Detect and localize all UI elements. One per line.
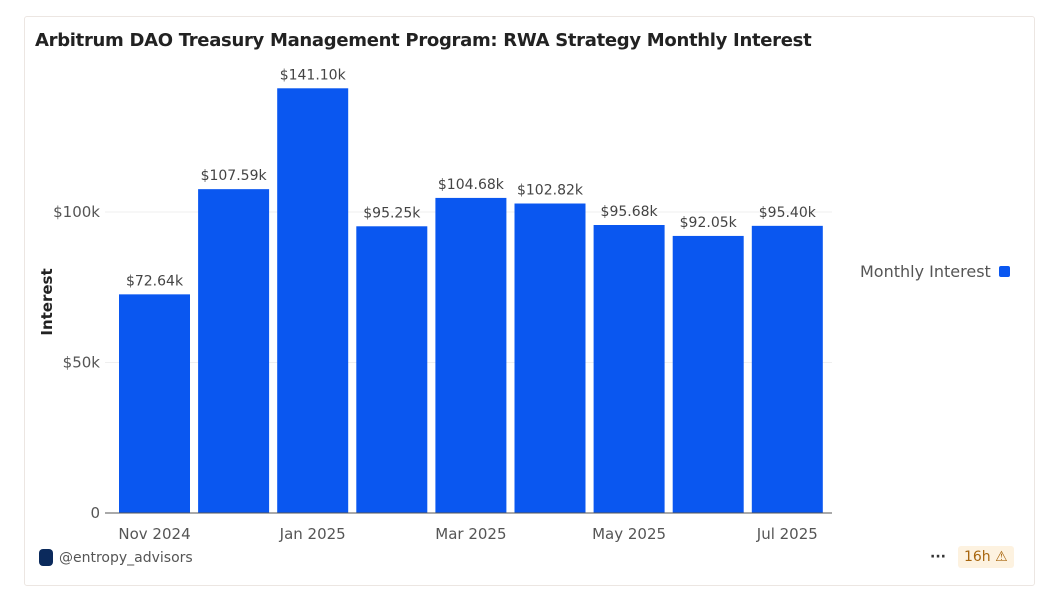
- data-label: $107.59k: [201, 168, 268, 184]
- legend[interactable]: Monthly Interest: [860, 262, 1010, 281]
- freshness-badge[interactable]: 16h ⚠: [957, 546, 1014, 568]
- bar-may-2025[interactable]: [593, 225, 665, 513]
- author[interactable]: @entropy_advisors: [39, 549, 193, 566]
- y-axis-label: Interest: [38, 268, 56, 335]
- legend-swatch: [998, 266, 1010, 277]
- bar-nov-2024[interactable]: [119, 294, 190, 513]
- y-tick-label: $100k: [53, 203, 100, 221]
- data-label: $95.68k: [601, 204, 659, 220]
- data-label: $72.64k: [126, 273, 184, 289]
- bar-jun-2025[interactable]: [672, 235, 744, 513]
- avatar: [39, 549, 53, 566]
- data-label: $141.10k: [280, 67, 347, 83]
- bar-dec-2024[interactable]: [198, 189, 270, 513]
- x-tick-label: Jan 2025: [279, 525, 346, 543]
- chart-title: Arbitrum DAO Treasury Management Program…: [35, 30, 812, 51]
- bar-apr-2025[interactable]: [514, 203, 586, 514]
- bar-feb-2025[interactable]: [356, 226, 428, 514]
- data-label: $92.05k: [680, 215, 738, 231]
- bar-jul-2025[interactable]: [751, 225, 823, 513]
- bar-mar-2025[interactable]: [435, 197, 507, 513]
- y-tick-label: 0: [90, 504, 100, 522]
- data-label: $104.68k: [438, 177, 505, 193]
- x-tick-label: Mar 2025: [435, 525, 506, 543]
- data-label: $102.82k: [517, 183, 584, 199]
- legend-label: Monthly Interest: [860, 262, 991, 281]
- age-text: 16h: [963, 549, 991, 565]
- x-tick-label: Jul 2025: [756, 525, 818, 543]
- data-label: $95.25k: [363, 205, 421, 221]
- x-tick-label: Nov 2024: [118, 525, 190, 543]
- y-tick-label: $50k: [63, 354, 101, 372]
- more-icon[interactable]: ···: [930, 549, 946, 565]
- warning-icon: ⚠: [995, 549, 1008, 565]
- author-handle: @entropy_advisors: [59, 549, 193, 566]
- data-label: $95.40k: [759, 205, 817, 221]
- x-tick-label: May 2025: [592, 525, 666, 543]
- bar-jan-2025[interactable]: [277, 88, 349, 513]
